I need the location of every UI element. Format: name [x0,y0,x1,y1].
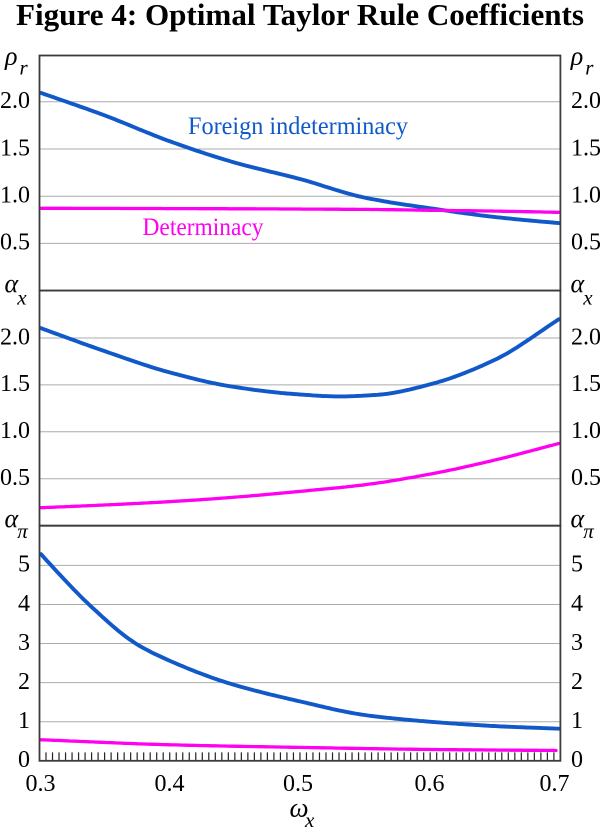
svg-text:0.6: 0.6 [415,771,445,797]
svg-text:4: 4 [18,591,30,617]
svg-text:1.0: 1.0 [0,418,30,444]
svg-text:Foreign indeterminacy: Foreign indeterminacy [188,113,408,140]
svg-text:0: 0 [18,747,30,773]
svg-text:2.0: 2.0 [571,324,600,350]
svg-text:1.5: 1.5 [571,371,600,397]
svg-text:5: 5 [571,552,583,578]
svg-text:1.0: 1.0 [571,418,600,444]
svg-text:2.0: 2.0 [0,324,30,350]
svg-text:1: 1 [18,708,30,734]
svg-text:x: x [16,286,27,310]
svg-text:1.5: 1.5 [0,135,30,161]
svg-text:Figure 4: Optimal Taylor Rule: Figure 4: Optimal Taylor Rule Coefficien… [16,0,584,32]
svg-text:2: 2 [18,669,30,695]
svg-text:ρ: ρ [4,41,17,70]
svg-text:0: 0 [571,747,583,773]
svg-text:r: r [585,56,594,80]
svg-text:3: 3 [571,630,583,656]
svg-text:ω: ω [290,792,309,822]
svg-text:1.5: 1.5 [0,371,30,397]
svg-text:2.0: 2.0 [0,88,30,114]
svg-text:0.5: 0.5 [283,771,313,797]
svg-text:0.5: 0.5 [0,230,30,256]
svg-text:x: x [582,286,593,310]
svg-text:0.7: 0.7 [540,771,570,797]
svg-text:α: α [571,269,586,298]
svg-text:ρ: ρ [570,41,583,70]
svg-text:0.5: 0.5 [571,230,600,256]
svg-text:α: α [5,504,20,533]
svg-text:π: π [583,519,594,543]
svg-text:1.0: 1.0 [571,183,600,209]
svg-text:0.5: 0.5 [571,465,600,491]
svg-text:1.0: 1.0 [0,183,30,209]
svg-text:Determinacy: Determinacy [143,214,264,241]
svg-text:1: 1 [571,708,583,734]
svg-text:5: 5 [18,552,30,578]
svg-text:x: x [304,808,315,828]
svg-text:2.0: 2.0 [571,88,600,114]
svg-text:0.5: 0.5 [0,465,30,491]
svg-text:r: r [20,56,29,80]
svg-text:π: π [17,519,28,543]
svg-text:1.5: 1.5 [571,135,600,161]
svg-text:0.4: 0.4 [155,771,185,797]
svg-text:3: 3 [18,630,30,656]
svg-text:α: α [5,269,20,298]
svg-text:0.3: 0.3 [26,771,56,797]
svg-text:α: α [571,504,586,533]
svg-text:4: 4 [571,591,583,617]
svg-text:2: 2 [571,669,583,695]
